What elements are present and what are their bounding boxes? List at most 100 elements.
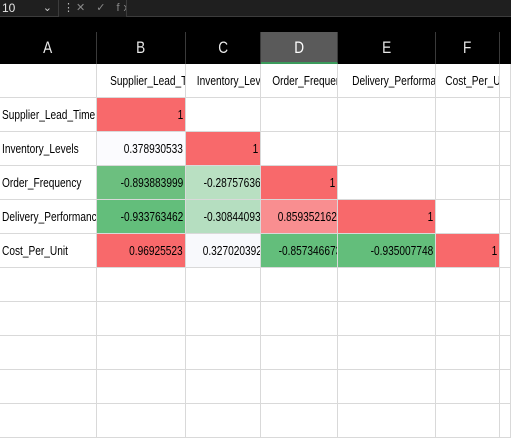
- grid-cell[interactable]: [436, 370, 500, 404]
- grid-cell[interactable]: [436, 404, 500, 438]
- correlation-cell[interactable]: 1: [97, 98, 186, 132]
- grid-cell[interactable]: [500, 64, 511, 98]
- column-header-g[interactable]: [500, 32, 511, 64]
- correlation-cell[interactable]: -0.893883999: [97, 166, 186, 200]
- grid-cell[interactable]: [186, 302, 261, 336]
- cell-text: Cost_Per_Unit: [2, 243, 68, 258]
- grid-cell[interactable]: [261, 370, 338, 404]
- row-label-cell[interactable]: Inventory_Levels: [0, 132, 97, 166]
- correlation-cell[interactable]: 0.859352162: [261, 200, 338, 234]
- row-label-cell[interactable]: Supplier_Lead_Time: [0, 98, 97, 132]
- correlation-cell[interactable]: [436, 166, 500, 200]
- grid-cell[interactable]: [436, 268, 500, 302]
- correlation-cell[interactable]: [436, 200, 500, 234]
- correlation-cell[interactable]: [261, 132, 338, 166]
- grid-cell[interactable]: [97, 404, 186, 438]
- grid-cell[interactable]: [500, 234, 511, 268]
- correlation-cell[interactable]: 1: [261, 166, 338, 200]
- column-letter: C: [218, 38, 228, 57]
- header-cell[interactable]: Delivery_Performance: [338, 64, 436, 98]
- column-header-b[interactable]: B: [97, 32, 186, 64]
- more-options-icon[interactable]: ⋮: [63, 2, 74, 14]
- correlation-cell[interactable]: 0.378930533: [97, 132, 186, 166]
- grid-cell[interactable]: [500, 336, 511, 370]
- correlation-cell[interactable]: [338, 166, 436, 200]
- formula-buttons[interactable]: ✕ ✓ fx: [76, 2, 134, 14]
- cell-text: Order_Frequency: [2, 175, 82, 190]
- grid-cell[interactable]: [500, 268, 511, 302]
- header-cell[interactable]: Order_Frequency: [261, 64, 338, 98]
- correlation-cell[interactable]: [338, 132, 436, 166]
- column-header-f[interactable]: F: [436, 32, 500, 64]
- grid-cell[interactable]: [97, 336, 186, 370]
- grid-cell[interactable]: [436, 302, 500, 336]
- cell-text: 1: [427, 209, 433, 224]
- correlation-cell[interactable]: 1: [338, 200, 436, 234]
- correlation-cell[interactable]: 0.327020392: [186, 234, 261, 268]
- correlation-cell[interactable]: -0.857346673: [261, 234, 338, 268]
- cell-text: Inventory_Levels: [196, 73, 261, 88]
- grid-cell[interactable]: [0, 370, 97, 404]
- row-label-cell[interactable]: Delivery_Performance: [0, 200, 97, 234]
- grid-cell[interactable]: [500, 302, 511, 336]
- header-cell[interactable]: [0, 64, 97, 98]
- grid-cell[interactable]: [97, 268, 186, 302]
- correlation-cell[interactable]: 1: [436, 234, 500, 268]
- grid-cell[interactable]: [261, 336, 338, 370]
- correlation-cell[interactable]: [261, 98, 338, 132]
- grid-cell[interactable]: [0, 404, 97, 438]
- cell-text: 0.859352162: [277, 209, 337, 224]
- correlation-cell[interactable]: [338, 98, 436, 132]
- grid-cell[interactable]: [186, 268, 261, 302]
- column-letter: D: [294, 38, 304, 57]
- header-cell[interactable]: Cost_Per_Unit: [436, 64, 500, 98]
- correlation-cell[interactable]: -0.935007748: [338, 234, 436, 268]
- correlation-cell[interactable]: [436, 98, 500, 132]
- grid-cell[interactable]: [0, 302, 97, 336]
- grid-cell[interactable]: [186, 336, 261, 370]
- correlation-cell[interactable]: [436, 132, 500, 166]
- grid-cell[interactable]: [0, 268, 97, 302]
- correlation-cell[interactable]: -0.933763462: [97, 200, 186, 234]
- grid-cell[interactable]: [500, 132, 511, 166]
- chevron-down-icon[interactable]: ⌄: [42, 2, 52, 14]
- grid-cell[interactable]: [186, 370, 261, 404]
- grid-cell[interactable]: [97, 370, 186, 404]
- grid-cell[interactable]: [500, 404, 511, 438]
- correlation-cell[interactable]: -0.287576365: [186, 166, 261, 200]
- grid-cell[interactable]: [261, 302, 338, 336]
- grid-cell[interactable]: [500, 98, 511, 132]
- column-header-a[interactable]: A: [0, 32, 97, 64]
- formula-input[interactable]: [126, 0, 511, 17]
- grid-cell[interactable]: [338, 302, 436, 336]
- correlation-cell[interactable]: 1: [186, 132, 261, 166]
- grid-cell[interactable]: [0, 336, 97, 370]
- grid-cell[interactable]: [500, 166, 511, 200]
- row-label-cell[interactable]: Order_Frequency: [0, 166, 97, 200]
- name-box[interactable]: 10 ⌄: [0, 0, 59, 17]
- correlation-cell[interactable]: [186, 98, 261, 132]
- header-cell[interactable]: Inventory_Levels: [186, 64, 261, 98]
- cell-text: -0.287576365: [203, 175, 261, 190]
- grid-cell[interactable]: [97, 302, 186, 336]
- cell-text: 0.96925523: [129, 243, 183, 258]
- correlation-cell[interactable]: 0.96925523: [97, 234, 186, 268]
- cell-text: 1: [177, 107, 183, 122]
- grid-cell[interactable]: [261, 404, 338, 438]
- column-header-d[interactable]: D: [261, 32, 338, 64]
- grid-cell[interactable]: [500, 200, 511, 234]
- grid-cell[interactable]: [261, 268, 338, 302]
- grid-cell[interactable]: [338, 370, 436, 404]
- column-header-e[interactable]: E: [338, 32, 436, 64]
- column-header-c[interactable]: C: [186, 32, 261, 64]
- grid-cell[interactable]: [338, 268, 436, 302]
- row-label-cell[interactable]: Cost_Per_Unit: [0, 234, 97, 268]
- header-cell[interactable]: Supplier_Lead_Time: [97, 64, 186, 98]
- grid-cell[interactable]: [186, 404, 261, 438]
- cell-text: -0.857346673: [278, 243, 338, 258]
- correlation-cell[interactable]: -0.308440937: [186, 200, 261, 234]
- grid-cell[interactable]: [338, 336, 436, 370]
- grid-cell[interactable]: [436, 336, 500, 370]
- grid-cell[interactable]: [338, 404, 436, 438]
- grid-cell[interactable]: [500, 370, 511, 404]
